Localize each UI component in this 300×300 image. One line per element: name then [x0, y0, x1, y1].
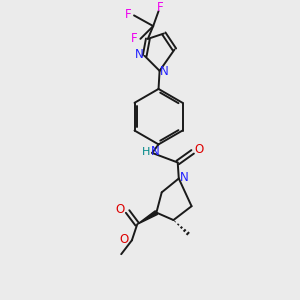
Text: N: N	[151, 145, 160, 158]
Text: O: O	[194, 143, 204, 156]
Text: O: O	[116, 203, 125, 216]
Text: F: F	[157, 2, 164, 14]
Text: N: N	[135, 48, 144, 61]
Text: O: O	[120, 233, 129, 246]
Text: F: F	[131, 32, 137, 45]
Text: F: F	[125, 8, 132, 21]
Text: N: N	[180, 171, 188, 184]
Text: N: N	[160, 65, 168, 78]
Polygon shape	[137, 211, 158, 224]
Text: H: H	[142, 147, 150, 157]
